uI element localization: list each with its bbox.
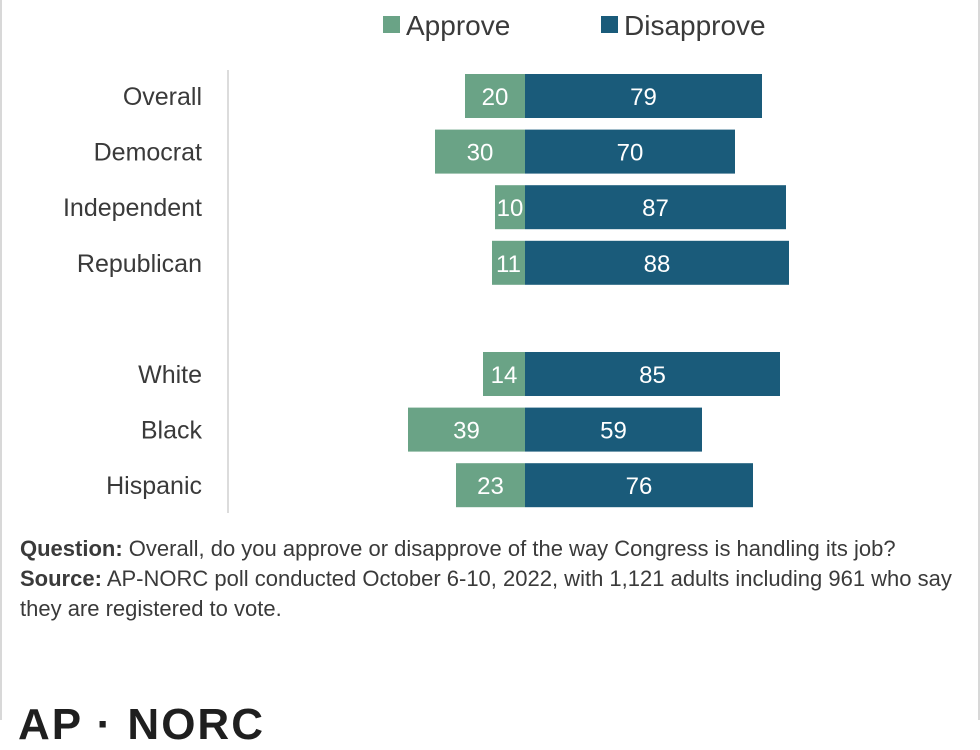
chart-notes: Question: Overall, do you approve or dis… [20, 534, 965, 624]
value-label-approve-white: 14 [491, 362, 518, 389]
value-label-disapprove-white: 85 [639, 362, 666, 389]
approval-bar-chart: Approve Disapprove Overall 20 79 Democrat 30 70… [63, 10, 789, 513]
category-label-democrat: Democrat [94, 139, 202, 167]
category-label-black: Black [141, 417, 203, 445]
legend-label-disapprove: Disapprove [624, 10, 766, 41]
category-label-hispanic: Hispanic [106, 472, 202, 500]
bar-approve-white [483, 352, 525, 396]
bar-disapprove-hispanic [525, 463, 753, 508]
bar-approve-hispanic [456, 463, 525, 508]
bar-disapprove-democrat [525, 129, 735, 174]
source-note: Source: AP-NORC poll conducted October 6… [20, 564, 965, 624]
value-label-approve-democrat: 30 [467, 140, 494, 167]
value-label-disapprove-hispanic: 76 [626, 473, 653, 500]
bar-disapprove-black [525, 407, 702, 452]
category-label-independent: Independent [63, 194, 202, 222]
ap-norc-logo: AP · NORC [18, 700, 265, 749]
bar-approve-overall [465, 74, 525, 118]
question-note: Question: Overall, do you approve or dis… [20, 534, 965, 564]
source-label: Source: [20, 566, 102, 591]
category-label-republican: Republican [77, 250, 202, 278]
legend-swatch-disapprove [601, 16, 618, 33]
value-label-approve-hispanic: 23 [477, 473, 504, 500]
legend-swatch-approve [383, 16, 400, 33]
value-label-disapprove-overall: 79 [630, 84, 657, 111]
category-label-white: White [138, 361, 202, 389]
source-text: AP-NORC poll conducted October 6-10, 202… [20, 566, 952, 621]
value-label-approve-republican: 11 [496, 251, 521, 278]
value-label-disapprove-democrat: 70 [617, 140, 644, 167]
value-label-approve-black: 39 [453, 418, 480, 445]
value-label-approve-overall: 20 [482, 84, 509, 111]
bar-disapprove-overall [525, 74, 762, 118]
bar-disapprove-republican [525, 240, 789, 285]
value-label-disapprove-republican: 88 [644, 251, 671, 278]
value-label-approve-independent: 10 [497, 195, 524, 222]
category-label-overall: Overall [123, 83, 202, 111]
bar-approve-black [408, 407, 525, 452]
bar-approve-independent [495, 185, 525, 230]
question-label: Question: [20, 536, 123, 561]
bar-disapprove-independent [525, 185, 786, 230]
value-label-disapprove-black: 59 [600, 418, 627, 445]
bar-disapprove-white [525, 352, 780, 396]
frame-right-border [978, 0, 980, 720]
legend-label-approve: Approve [406, 10, 510, 41]
question-text: Overall, do you approve or disapprove of… [128, 536, 896, 561]
bar-approve-republican [492, 240, 525, 285]
value-label-disapprove-independent: 87 [642, 195, 669, 222]
frame-left-border [0, 0, 2, 720]
bar-approve-democrat [435, 129, 525, 174]
